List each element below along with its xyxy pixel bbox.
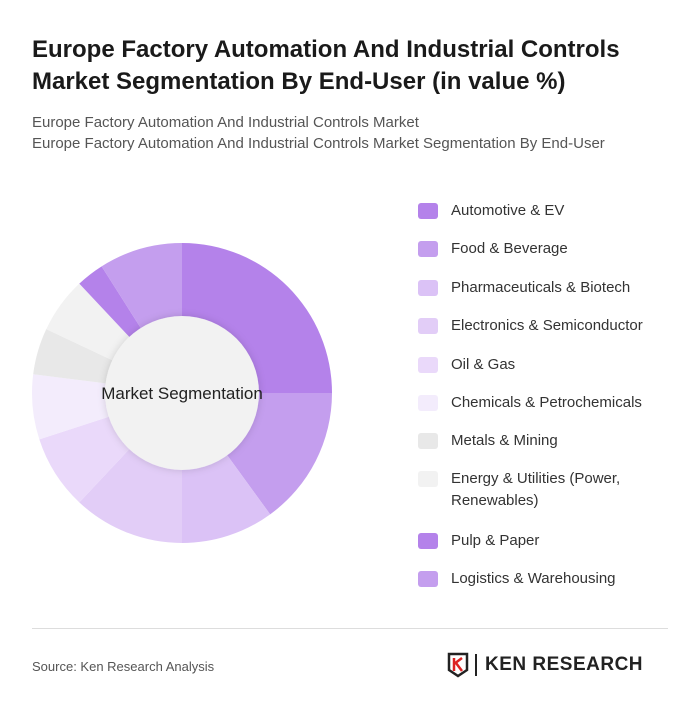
- legend-swatch: [418, 395, 438, 411]
- donut-slice-electronics-semiconductor[interactable]: [79, 444, 182, 543]
- ken-research-logo: KEN RESEARCH: [447, 652, 643, 678]
- legend-item[interactable]: Energy & Utilities (Power, Renewables): [418, 468, 651, 512]
- donut-slice-chemicals-petrochemicals[interactable]: [31, 374, 116, 440]
- legend-swatch: [418, 203, 438, 219]
- legend-item[interactable]: Oil & Gas: [418, 354, 651, 376]
- legend-label: Food & Beverage: [451, 240, 568, 257]
- legend-label: Chemicals & Petrochemicals: [451, 394, 642, 411]
- legend-label: Energy & Utilities (Power, Renewables): [451, 470, 621, 509]
- legend-item[interactable]: Chemicals & Petrochemicals: [418, 392, 651, 414]
- legend-item[interactable]: Electronics & Semiconductor: [418, 315, 651, 337]
- center-label: Market Segmentation: [101, 384, 263, 403]
- logo-shield-icon: [447, 652, 469, 678]
- legend-label: Pulp & Paper: [451, 532, 540, 549]
- donut-slice-logistics-warehousing[interactable]: [101, 243, 182, 334]
- legend-swatch: [418, 571, 438, 587]
- legend-swatch: [418, 471, 438, 487]
- legend-swatch: [418, 433, 438, 449]
- legend-item[interactable]: Food & Beverage: [418, 238, 651, 260]
- legend-swatch: [418, 318, 438, 334]
- logo-separator: [475, 654, 477, 676]
- source-note: Source: Ken Research Analysis: [32, 659, 215, 674]
- legend-label: Logistics & Warehousing: [451, 570, 616, 587]
- donut-slice-energy-utilities-power-renewables[interactable]: [46, 283, 135, 364]
- legend-swatch: [418, 280, 438, 296]
- legend-item[interactable]: Pharmaceuticals & Biotech: [418, 277, 651, 299]
- legend-swatch: [418, 357, 438, 373]
- chart-title: Europe Factory Automation And Industrial…: [32, 36, 620, 95]
- legend-swatch: [418, 241, 438, 257]
- legend-label: Oil & Gas: [451, 356, 516, 373]
- donut-slice-pharmaceuticals-biotech[interactable]: [182, 449, 271, 543]
- donut-chart: Market Segmentation: [31, 243, 332, 543]
- chart-subtitle-2: Europe Factory Automation And Industrial…: [32, 135, 605, 152]
- logo-text: KEN RESEARCH: [485, 654, 644, 675]
- legend-item[interactable]: Logistics & Warehousing: [418, 568, 651, 590]
- legend-label: Electronics & Semiconductor: [451, 317, 643, 334]
- donut-slice-automotive-ev[interactable]: [182, 243, 332, 393]
- legend-item[interactable]: Metals & Mining: [418, 430, 651, 452]
- donut-slice-metals-mining[interactable]: [33, 329, 119, 385]
- donut-slice-pulp-paper[interactable]: [79, 266, 145, 342]
- legend-swatch: [418, 533, 438, 549]
- donut-slice-oil-gas[interactable]: [39, 414, 135, 503]
- legend-label: Automotive & EV: [451, 202, 565, 219]
- legend-item[interactable]: Pulp & Paper: [418, 530, 651, 552]
- donut-center: [105, 316, 259, 470]
- legend-label: Pharmaceuticals & Biotech: [451, 279, 631, 296]
- legend-label: Metals & Mining: [451, 432, 558, 449]
- legend-item[interactable]: Automotive & EV: [418, 200, 651, 222]
- chart-subtitle: Europe Factory Automation And Industrial…: [32, 114, 419, 131]
- divider: [32, 628, 668, 629]
